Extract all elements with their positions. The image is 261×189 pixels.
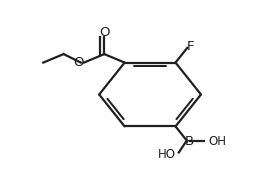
Text: O: O — [73, 56, 84, 69]
Text: O: O — [99, 26, 110, 39]
Text: F: F — [187, 40, 194, 53]
Text: B: B — [184, 135, 193, 148]
Text: HO: HO — [158, 148, 176, 161]
Text: OH: OH — [208, 135, 226, 148]
